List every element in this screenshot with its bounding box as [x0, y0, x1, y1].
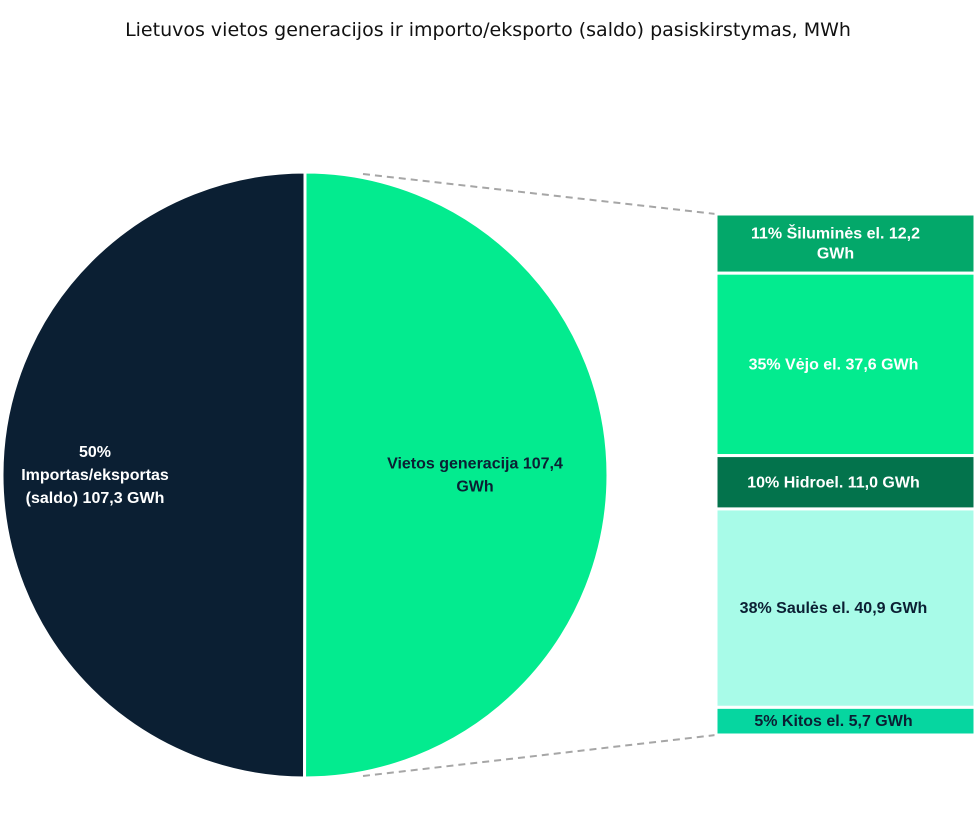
- pie-label-local-generation: Vietos generacija 107,4 GWh: [387, 456, 563, 496]
- bar-segment-silumines: [714, 212, 976, 275]
- breakdown-bar: [714, 212, 976, 737]
- chart-title: Lietuvos vietos generacijos ir importo/e…: [125, 19, 851, 41]
- bar-label-2: 35% Vėjo el. 37,6 GWh: [749, 356, 919, 373]
- pie-slice-local-generation: [303, 170, 610, 780]
- bar-segment-saules: [714, 507, 976, 709]
- pie: [0, 170, 610, 780]
- pie-label-import-export: 50% Importas/eksportas (saldo) 107,3 GWh: [21, 444, 169, 507]
- data-labels: 50% Importas/eksportas (saldo) 107,3 GWh Vi…: [21, 224, 927, 731]
- pie-slice-import-export: [0, 170, 307, 780]
- bar-label-3: 10% Hidroel. 11,0 GWh: [747, 474, 920, 491]
- bar-label-4: 38% Saulės el. 40,9 GWh: [740, 600, 928, 617]
- bar-label-1: 11% Šiluminės el. 12,2 GWh: [751, 224, 920, 263]
- bar-segment-hidroel: [714, 454, 976, 511]
- bar-segment-kitos: [714, 705, 976, 737]
- bar-label-5: 5% Kitos el. 5,7 GWh: [754, 713, 912, 730]
- bar-segment-vejo: [714, 271, 976, 458]
